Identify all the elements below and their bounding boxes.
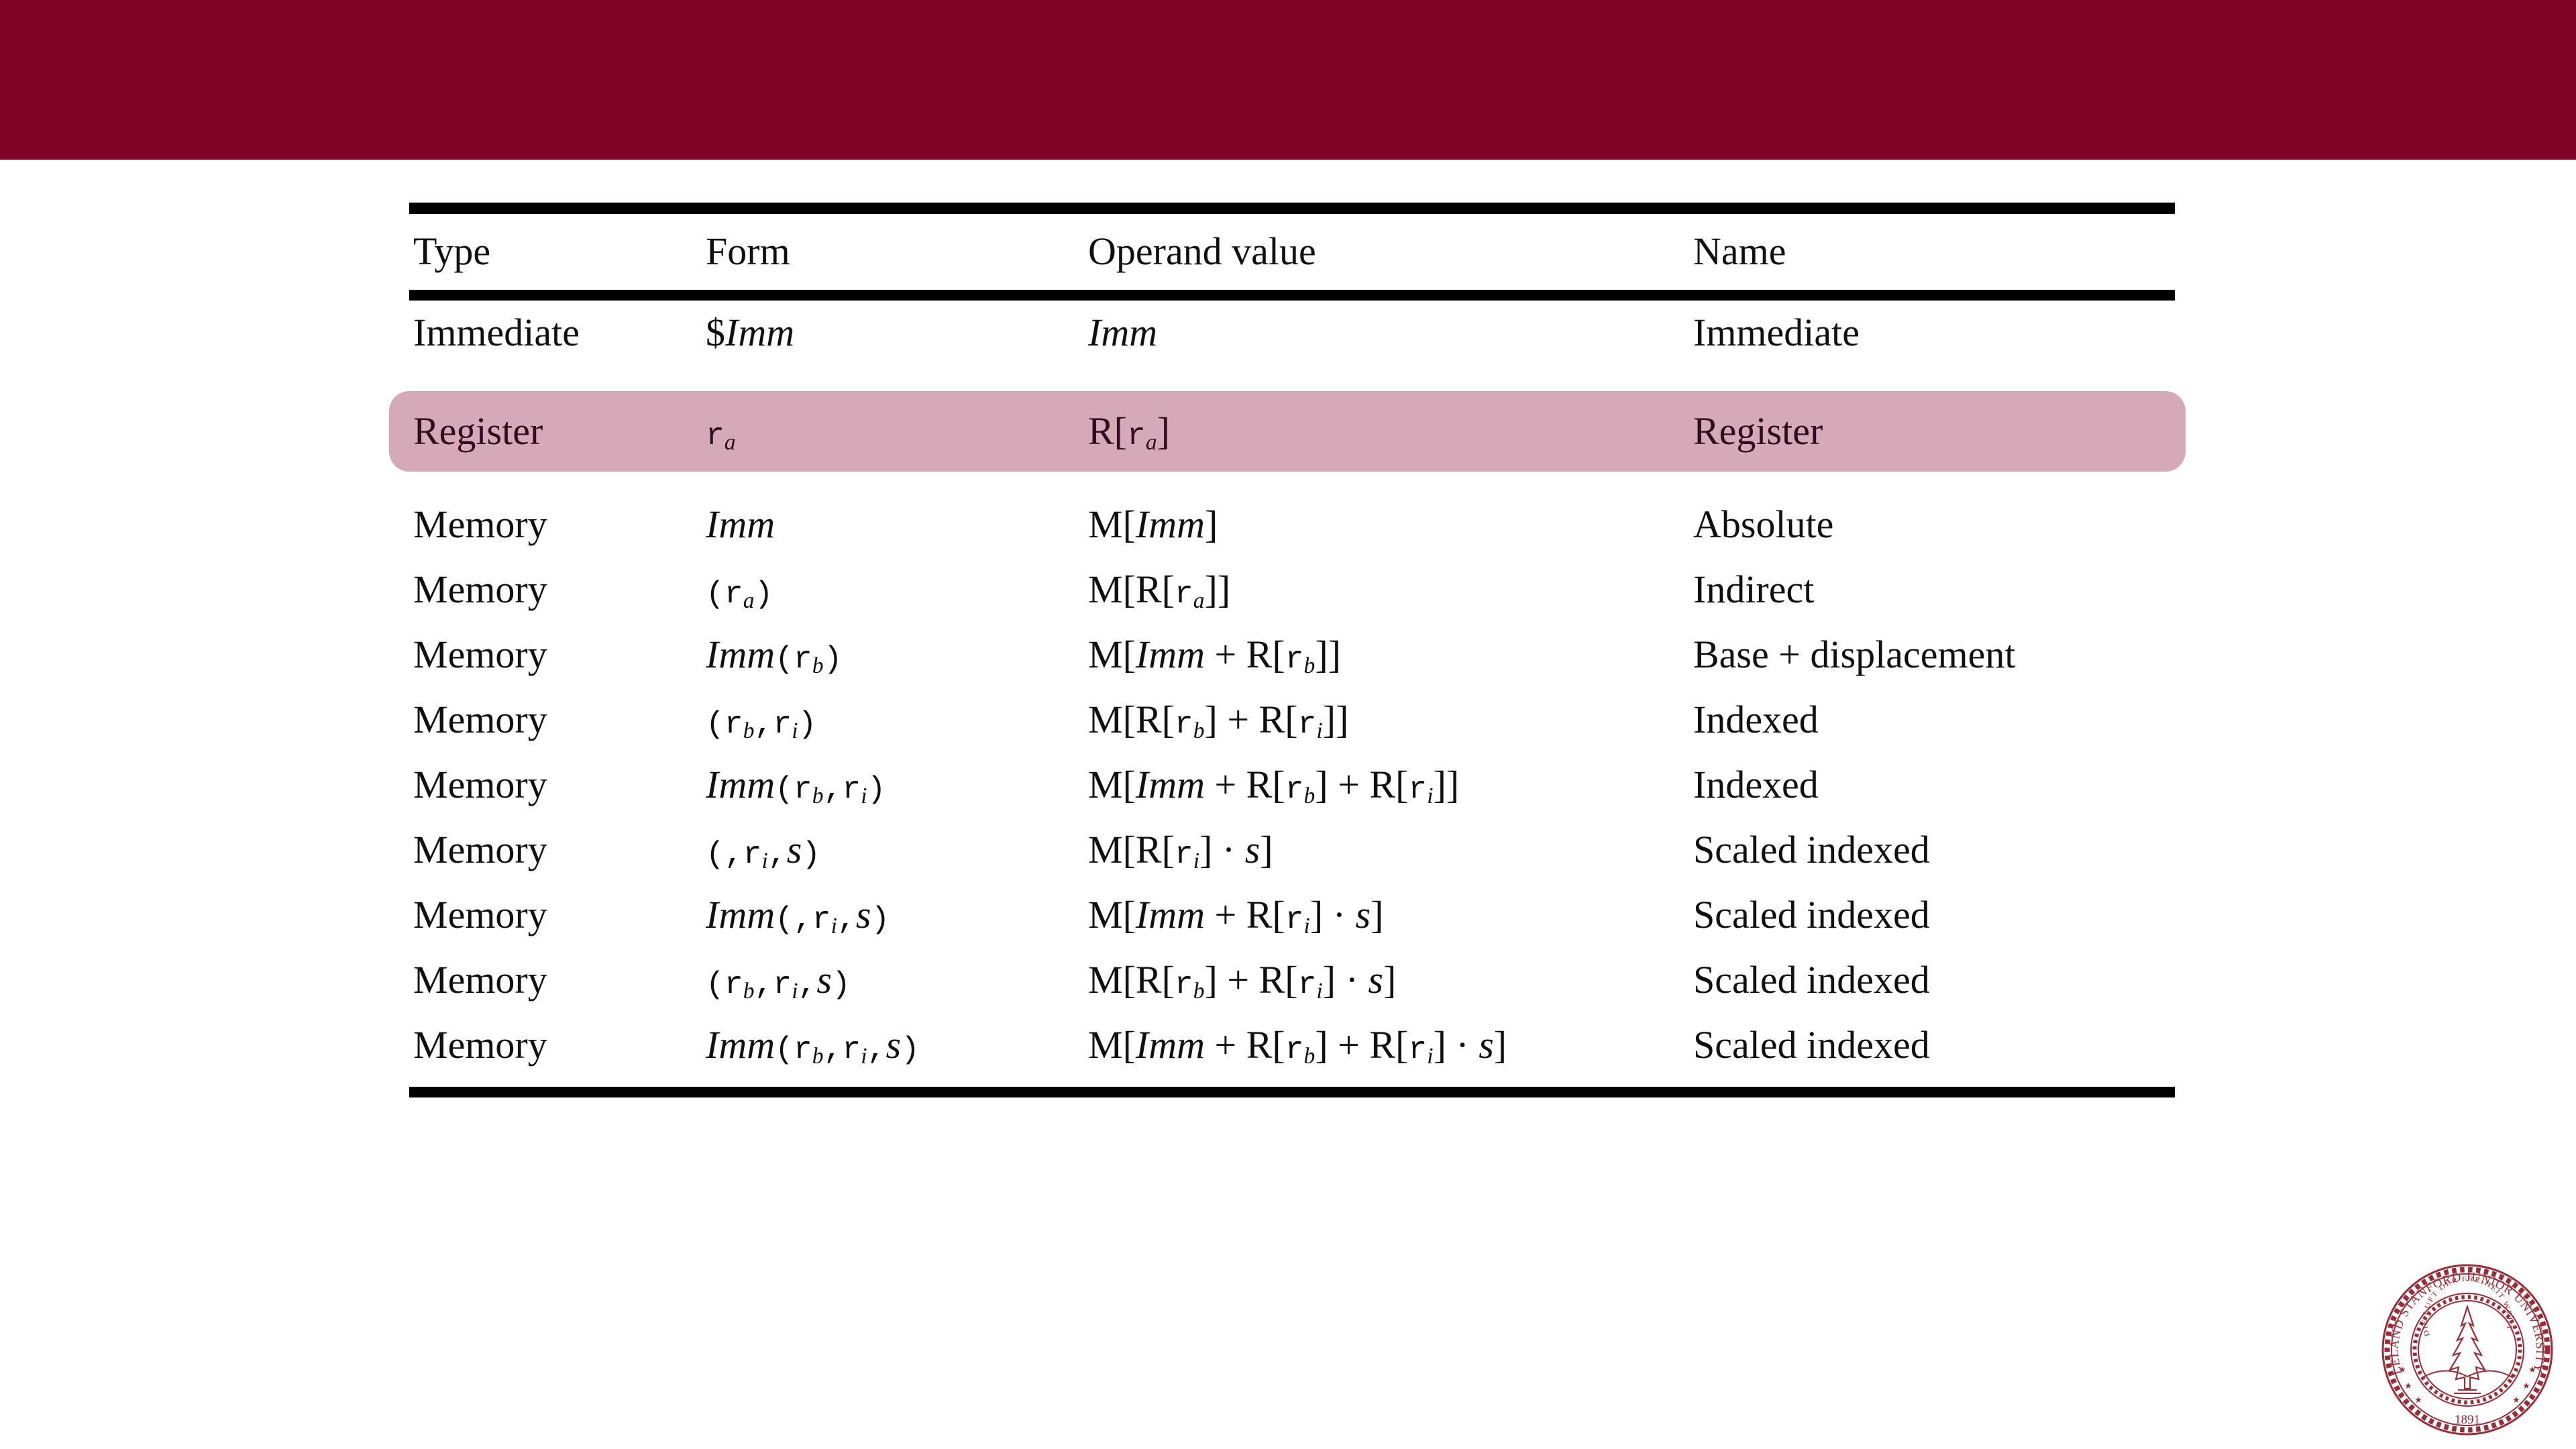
name-cell: Base + displacement [1693, 633, 2016, 676]
table-row: Memory Imm(rb) M[Imm + R[rb]] Base + displa… [409, 631, 2175, 679]
star-icon: ★ [2522, 1381, 2530, 1391]
column-header-name: Name [1693, 229, 1786, 273]
operand-value-cell: R[ra] [1088, 409, 1170, 455]
table-row: Memory (rb,ri,s) M[R[rb] + R[ri] · s] Scale… [409, 956, 2175, 1004]
table-row: Memory Imm M[Imm] Absolute [409, 500, 2175, 549]
seal-diamond-band-outer [2384, 1267, 2551, 1433]
type-cell: Register [413, 409, 543, 453]
type-cell: Memory [413, 698, 547, 741]
operand-value-cell: M[Imm + R[rb] + R[ri] · s] [1088, 1023, 1507, 1069]
seal-hills [2421, 1370, 2514, 1379]
star-icon: ★ [2414, 1395, 2422, 1405]
name-cell: Absolute [1693, 502, 1834, 546]
type-cell: Memory [413, 568, 547, 611]
type-cell: Memory [413, 633, 547, 676]
table-row: Memory (rb,ri) M[R[rb] + R[ri]] Indexed [409, 696, 2175, 744]
operand-forms-table: Type Form Operand value Name Immediate $I… [389, 199, 2186, 1111]
name-cell: Scaled indexed [1693, 958, 1930, 1002]
star-icon: ★ [2398, 1364, 2406, 1375]
seal-diamond-band-inner [2412, 1295, 2522, 1405]
form-cell: (rb,ri,s) [706, 958, 851, 1004]
operand-value-cell: Imm [1088, 311, 1158, 354]
column-header-operand: Operand value [1088, 229, 1316, 273]
table-row: Immediate $Imm Imm Immediate [409, 309, 2175, 357]
stanford-seal: LELAND STANFORD JUNIOR UNIVERSITY DIE LU… [2381, 1264, 2553, 1436]
name-cell: Scaled indexed [1693, 828, 1930, 871]
form-cell: Imm(rb,ri,s) [706, 1023, 920, 1069]
operand-value-cell: M[R[rb] + R[ri] · s] [1088, 958, 1397, 1004]
operand-value-cell: M[Imm + R[rb] + R[ri]] [1088, 763, 1460, 809]
table-row: Memory (,ri,s) M[R[ri] · s] Scaled indexed [409, 826, 2175, 874]
form-cell: Imm(,ri,s) [706, 893, 890, 939]
form-cell: Imm(rb,ri) [706, 763, 886, 809]
name-cell: Indexed [1693, 698, 1819, 741]
operand-value-cell: M[R[ri] · s] [1088, 828, 1273, 874]
operand-value-cell: M[Imm + R[rb]] [1088, 633, 1341, 679]
column-header-type: Type [413, 229, 491, 273]
operand-value-cell: M[R[ra]] [1088, 568, 1231, 614]
star-icon: ★ [2512, 1395, 2520, 1405]
type-cell: Memory [413, 828, 547, 871]
form-cell: (rb,ri) [706, 706, 817, 744]
form-cell: (ra) [706, 576, 773, 614]
column-header-form: Form [706, 229, 790, 273]
table-row: Memory Imm(rb,ri) M[Imm + R[rb] + R[ri]] In… [409, 761, 2175, 809]
seal-roots [2454, 1389, 2481, 1394]
name-cell: Indexed [1693, 763, 1819, 806]
type-cell: Memory [413, 763, 547, 806]
seal-outer-ring [2381, 1264, 2553, 1436]
type-cell: Memory [413, 958, 547, 1002]
form-cell: $Imm [706, 311, 795, 354]
form-cell: Imm [706, 502, 775, 546]
table-top-rule [409, 203, 2175, 214]
operand-value-cell: M[R[rb] + R[ri]] [1088, 698, 1349, 744]
table-row: Memory Imm(,ri,s) M[Imm + R[ri] · s] Scaled… [409, 891, 2175, 939]
name-cell: Scaled indexed [1693, 1023, 1930, 1067]
type-cell: Memory [413, 893, 547, 936]
name-cell: Indirect [1693, 568, 1815, 611]
form-cell: ra [706, 418, 736, 455]
table-row: Memory Imm(rb,ri,s) M[Imm + R[rb] + R[ri] … [409, 1021, 2175, 1069]
register-row-highlight [389, 391, 2186, 472]
name-cell: Immediate [1693, 311, 1860, 354]
seal-ring-2 [2391, 1273, 2544, 1426]
seal-tree-icon [2448, 1304, 2487, 1390]
table-header-rule [409, 290, 2175, 301]
type-cell: Immediate [413, 311, 580, 354]
star-icon: ★ [2404, 1381, 2412, 1391]
table-row: Memory (ra) M[R[ra]] Indirect [409, 566, 2175, 614]
operand-value-cell: M[Imm] [1088, 502, 1218, 546]
form-cell: Imm(rb) [706, 633, 843, 679]
operand-value-cell: M[Imm + R[ri] · s] [1088, 893, 1384, 939]
seal-year: 1891 [2455, 1413, 2480, 1427]
type-cell: Memory [413, 1023, 547, 1067]
table-row: Register ra R[ra] Register [409, 407, 2175, 455]
type-cell: Memory [413, 502, 547, 546]
header-bar [0, 0, 2576, 160]
name-cell: Register [1693, 409, 1823, 453]
table-bottom-rule [409, 1087, 2175, 1097]
table-header-row: Type Form Operand value Name [409, 227, 2175, 276]
name-cell: Scaled indexed [1693, 893, 1930, 936]
seal-inner-ring [2418, 1300, 2517, 1399]
star-icon: ★ [2528, 1364, 2536, 1375]
seal-ring-3 [2410, 1293, 2524, 1407]
form-cell: (,ri,s) [706, 828, 821, 874]
